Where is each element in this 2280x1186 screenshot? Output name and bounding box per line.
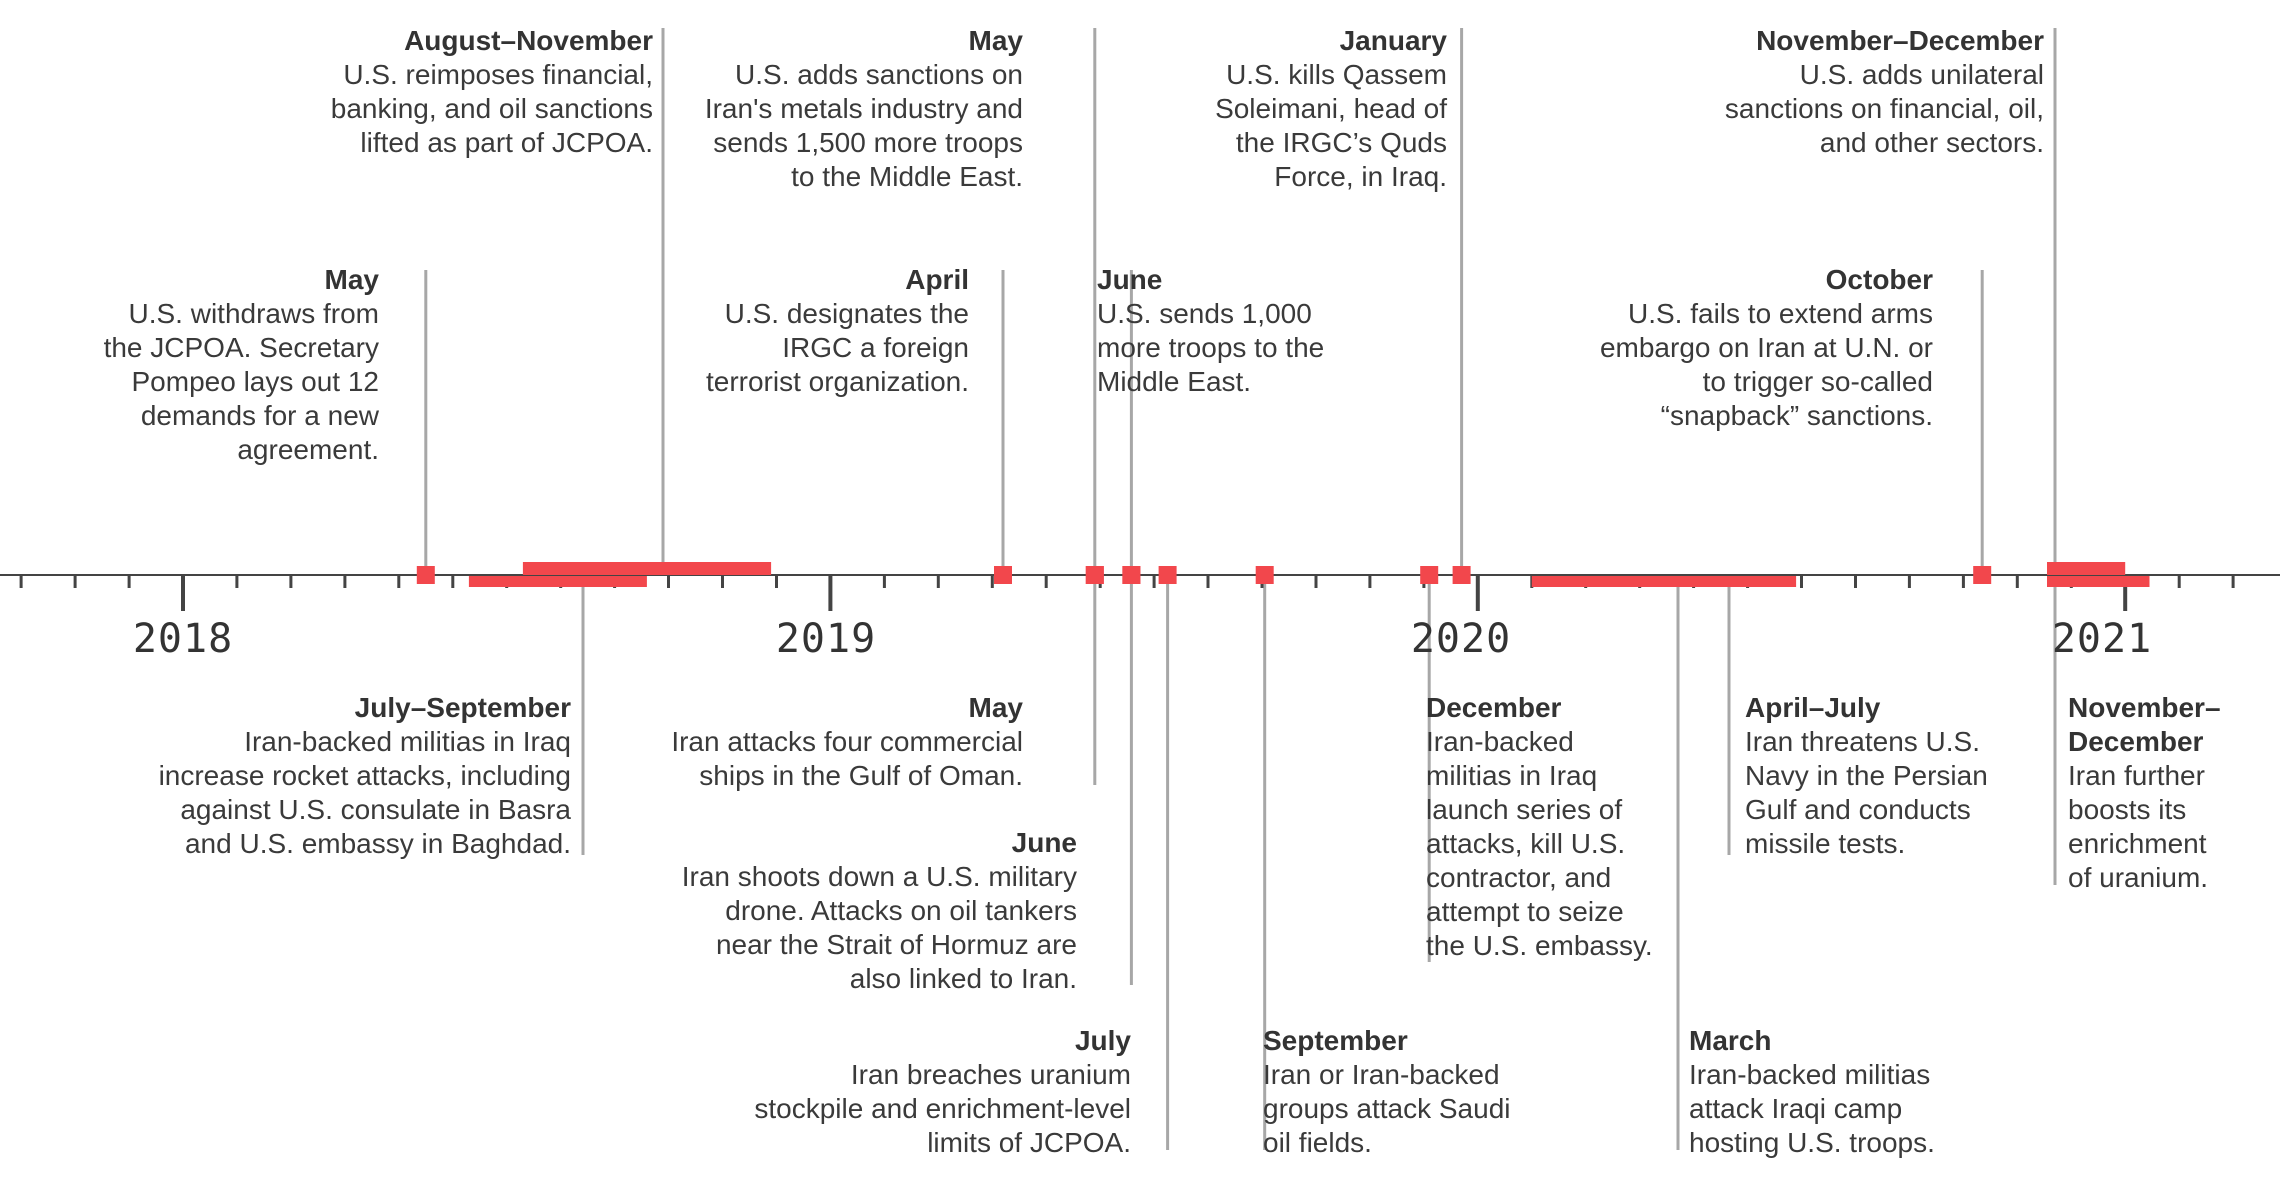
event-date: November–December (1756, 25, 2044, 56)
event-range-iran-threatens-navy (1585, 576, 1797, 587)
event-range-iraqi-camp-attack (1531, 576, 1597, 587)
event-description: Iran threatens U.S. Navy in the Persian … (1745, 726, 1988, 859)
event-range-us-unilateral-sanctions (2047, 562, 2126, 575)
event-iran-threatens-navy: April–July Iran threatens U.S. Navy in t… (1745, 691, 1988, 861)
event-description: U.S. fails to extend arms embargo on Ira… (1599, 298, 1933, 431)
year-label-2021: 2021 (2052, 616, 2152, 662)
event-iraqi-camp-attack: March Iran-backed militias attack Iraqi … (1689, 1024, 1935, 1160)
event-marker-us-kills-soleimani (1452, 566, 1471, 584)
event-description: Iran or Iran-backed groups attack Saudi … (1263, 1059, 1511, 1158)
event-date: March (1689, 1025, 1772, 1056)
event-date: August–November (404, 25, 653, 56)
event-us-unilateral-sanctions: November–December U.S. adds unilateral s… (1725, 24, 2044, 160)
event-description: U.S. sends 1,000 more troops to the Midd… (1097, 298, 1325, 397)
event-description: U.S. designates the IRGC a foreign terro… (705, 298, 969, 397)
event-iran-breaches-limits: July Iran breaches uranium stockpile and… (754, 1024, 1131, 1160)
event-description: Iran-backed militias attack Iraqi camp h… (1689, 1059, 1935, 1158)
event-description: Iran shoots down a U.S. military drone. … (681, 861, 1077, 994)
year-label-2018: 2018 (133, 616, 233, 662)
event-marker-iran-militia-embassy (1420, 566, 1439, 584)
event-marker-iran-attacks-ships (1085, 566, 1104, 584)
event-marker-us-withdraws-jcpoa (416, 566, 435, 584)
event-markers (416, 562, 2150, 587)
event-description: U.S. adds unilateral sanctions on financ… (1724, 59, 2044, 158)
event-saudi-oil-attack: September Iran or Iran-backed groups att… (1263, 1024, 1511, 1160)
event-marker-us-fails-arms-embargo (1973, 566, 1992, 584)
event-description: U.S. withdraws from the JCPOA. Secretary… (103, 298, 379, 465)
event-marker-saudi-oil-attack (1255, 566, 1274, 584)
event-iran-militia-embassy: December Iran-backed militias in Iraq la… (1426, 691, 1653, 963)
event-description: Iran breaches uranium stockpile and enri… (754, 1059, 1131, 1158)
event-iran-boosts-enrichment: November– December Iran further boosts i… (2068, 691, 2221, 895)
event-us-sends-troops: June U.S. sends 1,000 more troops to the… (1097, 263, 1324, 399)
event-date: May (324, 264, 379, 295)
year-label-2020: 2020 (1411, 616, 1511, 662)
leader-lines (424, 28, 2057, 1150)
event-date: May (968, 25, 1023, 56)
event-marker-us-designates-irgc (994, 566, 1012, 584)
event-date: June (1011, 827, 1077, 858)
event-range-iran-boosts-enrichment (2047, 576, 2150, 587)
event-date: September (1263, 1025, 1408, 1056)
event-date: November– December (2068, 692, 2221, 757)
event-marker-iran-breaches-limits (1158, 566, 1177, 584)
event-range-us-reimposes-sanctions (522, 562, 772, 575)
event-description: U.S. kills Qassem Soleimani, head of the… (1215, 59, 1447, 192)
event-date: December (1426, 692, 1562, 723)
event-date: October (1825, 264, 1933, 295)
event-us-metals-sanctions: May U.S. adds sanctions on Iran's metals… (705, 24, 1023, 194)
event-description: Iran-backed militias in Iraq increase ro… (158, 726, 571, 859)
event-range-iran-rocket-attacks (468, 576, 647, 587)
event-date: May (968, 692, 1023, 723)
event-us-fails-arms-embargo: October U.S. fails to extend arms embarg… (1600, 263, 1933, 433)
event-date: July (1074, 1025, 1131, 1056)
event-description: Iran-backed militias in Iraq launch seri… (1426, 726, 1653, 961)
event-date: June (1097, 264, 1163, 295)
event-marker-iran-shoots-drone (1122, 566, 1141, 584)
event-us-withdraws-jcpoa: May U.S. withdraws from the JCPOA. Secre… (104, 263, 379, 467)
event-description: Iran attacks four commercial ships in th… (671, 726, 1023, 791)
event-iran-attacks-ships: May Iran attacks four commercial ships i… (671, 691, 1023, 793)
event-us-designates-irgc: April U.S. designates the IRGC a foreign… (706, 263, 969, 399)
event-us-kills-soleimani: January U.S. kills Qassem Soleimani, hea… (1215, 24, 1447, 194)
event-iran-rocket-attacks: July–September Iran-backed militias in I… (159, 691, 571, 861)
event-iran-shoots-drone: June Iran shoots down a U.S. military dr… (682, 826, 1077, 996)
event-date: April–July (1745, 692, 1881, 723)
event-date: January (1339, 25, 1447, 56)
time-axis: 2018 2019 2020 2021 (0, 574, 2280, 662)
event-date: April (905, 264, 969, 295)
year-label-2019: 2019 (776, 616, 876, 662)
event-date: July–September (354, 692, 571, 723)
event-description: Iran further boosts its enrichment of ur… (2068, 760, 2209, 893)
event-us-reimposes-sanctions: August–November U.S. reimposes financial… (331, 24, 653, 160)
event-description: U.S. adds sanctions on Iran's metals ind… (704, 59, 1023, 192)
event-description: U.S. reimposes financial, banking, and o… (330, 59, 653, 158)
